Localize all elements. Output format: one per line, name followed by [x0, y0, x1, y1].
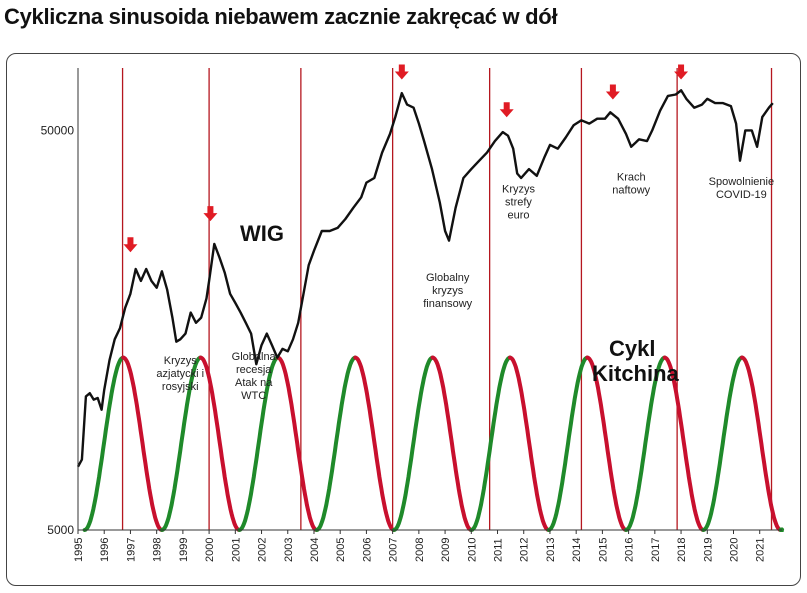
wig-label: WIG	[240, 221, 284, 246]
x-tick-label: 2006	[361, 538, 373, 562]
annotation-text: Globalna recesja Atak na WTC	[232, 351, 277, 402]
x-tick-label: 1995	[73, 538, 85, 562]
x-tick-label: 2011	[493, 538, 505, 562]
annotation-line: rosyjski	[162, 381, 199, 393]
cycle-falling-segment	[198, 355, 242, 532]
cycle-rising-segment	[624, 355, 667, 532]
cycle-falling-segment	[740, 355, 783, 532]
x-tick-label: 2012	[519, 538, 531, 562]
annotation-line: Atak na	[235, 377, 273, 389]
cycle-rising-segment	[391, 355, 435, 532]
annotation-line: Krach	[617, 171, 646, 183]
x-tick-label: 2013	[545, 538, 557, 562]
annotation-line: euro	[507, 209, 529, 221]
cycle-rising-segment	[237, 355, 280, 532]
axes: 1995 1996 1997 1998 1999 2000 2001 2002 2003 2004…	[41, 68, 782, 562]
x-tick-label: 2001	[230, 538, 242, 562]
annotation-text: Kryzys strefy euro	[502, 183, 536, 221]
annotation-line: Globalna	[232, 351, 277, 363]
annotation-line: azjatycki i	[156, 368, 204, 380]
cycle-rising-segment	[159, 355, 203, 532]
x-tick-label: 2004	[309, 538, 321, 562]
cycle-label-line1: Cykl	[609, 336, 655, 361]
cycle-falling-segment	[430, 355, 474, 532]
cycle-vertical-lines	[121, 68, 773, 530]
red-arrow-markers	[123, 64, 689, 253]
y-tick-label: 5000	[47, 523, 74, 537]
x-tick-label: 2009	[440, 538, 452, 562]
annotation-line: recesja	[236, 364, 272, 376]
down-arrow-marker	[605, 84, 620, 100]
wig-series	[76, 89, 774, 468]
annotation-line: strefy	[505, 196, 532, 208]
x-tick-label: 2018	[676, 538, 688, 562]
wig-line	[76, 89, 774, 468]
x-tick-label: 2017	[650, 538, 662, 562]
down-arrow-marker	[394, 64, 409, 80]
x-tick-label: 2008	[414, 538, 426, 562]
x-tick-label: 2005	[335, 538, 347, 562]
annotation-line: naftowy	[612, 184, 650, 196]
x-tick-label: 2015	[597, 538, 609, 562]
chart-frame	[6, 53, 801, 586]
page-title: Cykliczna sinusoida niebawem zacznie zak…	[4, 4, 558, 29]
cycle-rising-segment	[546, 355, 590, 532]
x-tick-label: 1997	[125, 538, 137, 562]
annotation-line: Kryzys	[502, 183, 536, 195]
x-tick-label: 2003	[283, 538, 295, 562]
cycle-falling-segment	[585, 355, 628, 532]
annotation-line: finansowy	[423, 298, 472, 310]
x-tick-label: 2002	[257, 538, 269, 562]
x-tick-label: 2016	[624, 538, 636, 562]
down-arrow-marker	[674, 64, 689, 80]
x-tick-label: 1999	[178, 538, 190, 562]
annotation-line: Globalny	[426, 272, 470, 284]
y-tick-label: 50000	[41, 123, 75, 137]
annotation-line: COVID-19	[716, 189, 767, 201]
down-arrow-marker	[499, 102, 514, 118]
cycle-falling-segment	[662, 355, 706, 532]
cycle-rising-segment	[469, 355, 512, 532]
annotation-text: Spowolnienie COVID-19	[709, 176, 774, 201]
x-tick-label: 2007	[388, 538, 400, 562]
cycle-rising-segment	[701, 355, 744, 532]
cycle-rising-segment	[82, 355, 126, 532]
x-tick-label: 2019	[702, 538, 714, 562]
annotation-text: Krach naftowy	[612, 171, 650, 196]
cycle-rising-segment	[314, 355, 358, 532]
cycle-falling-segment	[121, 355, 164, 532]
cycle-falling-segment	[275, 355, 319, 532]
down-arrow-marker	[123, 237, 138, 253]
x-tick-label: 1998	[152, 538, 164, 562]
annotation-text: Kryzys azjatycki i rosyjski	[156, 355, 204, 393]
kitchin-cycle-sine	[82, 355, 784, 532]
cycle-falling-segment	[353, 355, 396, 532]
x-tick-label: 2000	[204, 538, 216, 562]
cycle-label-line2: Kitchina	[592, 361, 680, 386]
x-tick-label: 2021	[755, 538, 767, 562]
annotation-line: Spowolnienie	[709, 176, 774, 188]
cycle-falling-segment	[508, 355, 551, 532]
annotation-line: WTC	[241, 390, 266, 402]
x-tick-label: 1996	[99, 538, 111, 562]
annotation-text: Globalny kryzys finansowy	[423, 272, 472, 310]
x-tick-label: 2020	[728, 538, 740, 562]
x-tick-label: 2010	[466, 538, 478, 562]
annotation-line: kryzys	[432, 285, 464, 297]
x-tick-label: 2014	[571, 538, 583, 562]
down-arrow-marker	[203, 206, 218, 222]
annotation-line: Kryzys	[164, 355, 198, 367]
